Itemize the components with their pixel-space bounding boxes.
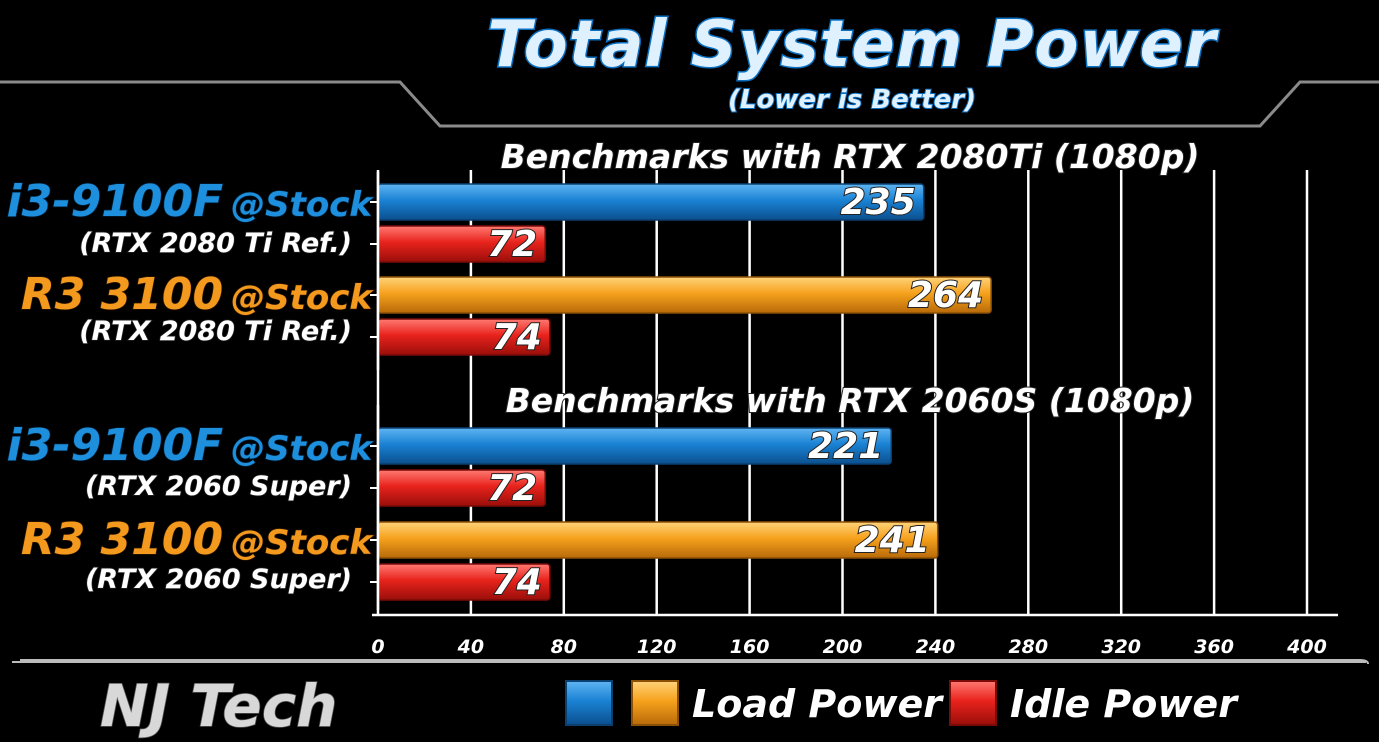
bar-value-idle: 72 (487, 468, 537, 509)
bar-load-amd (377, 276, 992, 314)
category-label: R3 3100 @Stock (21, 269, 375, 320)
x-tick-label: 80 (551, 636, 577, 658)
bar-value-load: 235 (841, 182, 916, 223)
header-frame (0, 80, 1379, 128)
chart-title: Total System Power (487, 8, 1219, 82)
x-tick-label: 40 (457, 636, 484, 658)
labels-layer: Benchmarks with RTX 2080Ti (1080p) 235 72 i… (6, 136, 1201, 604)
x-tick-label: 400 (1286, 636, 1327, 658)
x-tick-label: 120 (637, 636, 677, 658)
bar-value-idle: 74 (492, 562, 542, 603)
legend-swatch-intel-load (565, 680, 613, 726)
cpu-setting: @Stock (231, 278, 374, 318)
category-label: R3 3100 @Stock (21, 514, 375, 565)
x-axis: 0 40 80 120 160 200 240 280 320 360 400 (370, 172, 1338, 658)
bar-value-idle: 74 (492, 317, 542, 358)
legend-swatch-amd-load (631, 680, 679, 726)
footer-divider (20, 659, 1369, 665)
chart-subtitle: (Lower is Better) (728, 85, 976, 115)
bars-layer (377, 183, 992, 601)
cpu-name: R3 3100 (21, 269, 223, 320)
category-label: i3-9100F @Stock (7, 176, 375, 227)
cpu-setting: @Stock (231, 523, 374, 563)
bar-value-load: 221 (808, 426, 883, 467)
gpu-label: (RTX 2080 Ti Ref.) (79, 316, 352, 347)
gpu-label: (RTX 2080 Ti Ref.) (79, 228, 352, 259)
brand-logo: NJ Tech (100, 672, 337, 740)
x-tick-label: 240 (916, 636, 956, 658)
x-tick-label: 200 (823, 636, 863, 658)
cpu-name: i3-9100F (7, 420, 223, 471)
bar-value-load: 264 (908, 275, 983, 316)
cpu-name: R3 3100 (21, 514, 223, 565)
legend: Load Power Idle Power (565, 680, 1239, 726)
group-title: Benchmarks with RTX 2060S (1080p) (506, 381, 1195, 420)
cpu-setting: @Stock (231, 429, 374, 469)
gpu-label: (RTX 2060 Super) (85, 564, 352, 595)
cpu-setting: @Stock (231, 185, 374, 225)
group-title: Benchmarks with RTX 2080Ti (1080p) (501, 137, 1200, 176)
x-tick-label: 360 (1194, 636, 1234, 658)
x-tick-label: 160 (730, 636, 770, 658)
x-tick-label: 280 (1008, 636, 1048, 658)
legend-idle-label: Idle Power (1010, 682, 1239, 726)
x-tick-label: 320 (1101, 636, 1141, 658)
bar-value-idle: 72 (487, 224, 537, 265)
gpu-label: (RTX 2060 Super) (85, 471, 352, 502)
legend-swatch-idle (949, 680, 997, 726)
category-label: i3-9100F @Stock (7, 420, 375, 471)
bar-value-load: 241 (855, 520, 930, 561)
x-tick-label: 0 (371, 636, 384, 658)
legend-load-label: Load Power (692, 682, 944, 726)
cpu-name: i3-9100F (7, 176, 223, 227)
